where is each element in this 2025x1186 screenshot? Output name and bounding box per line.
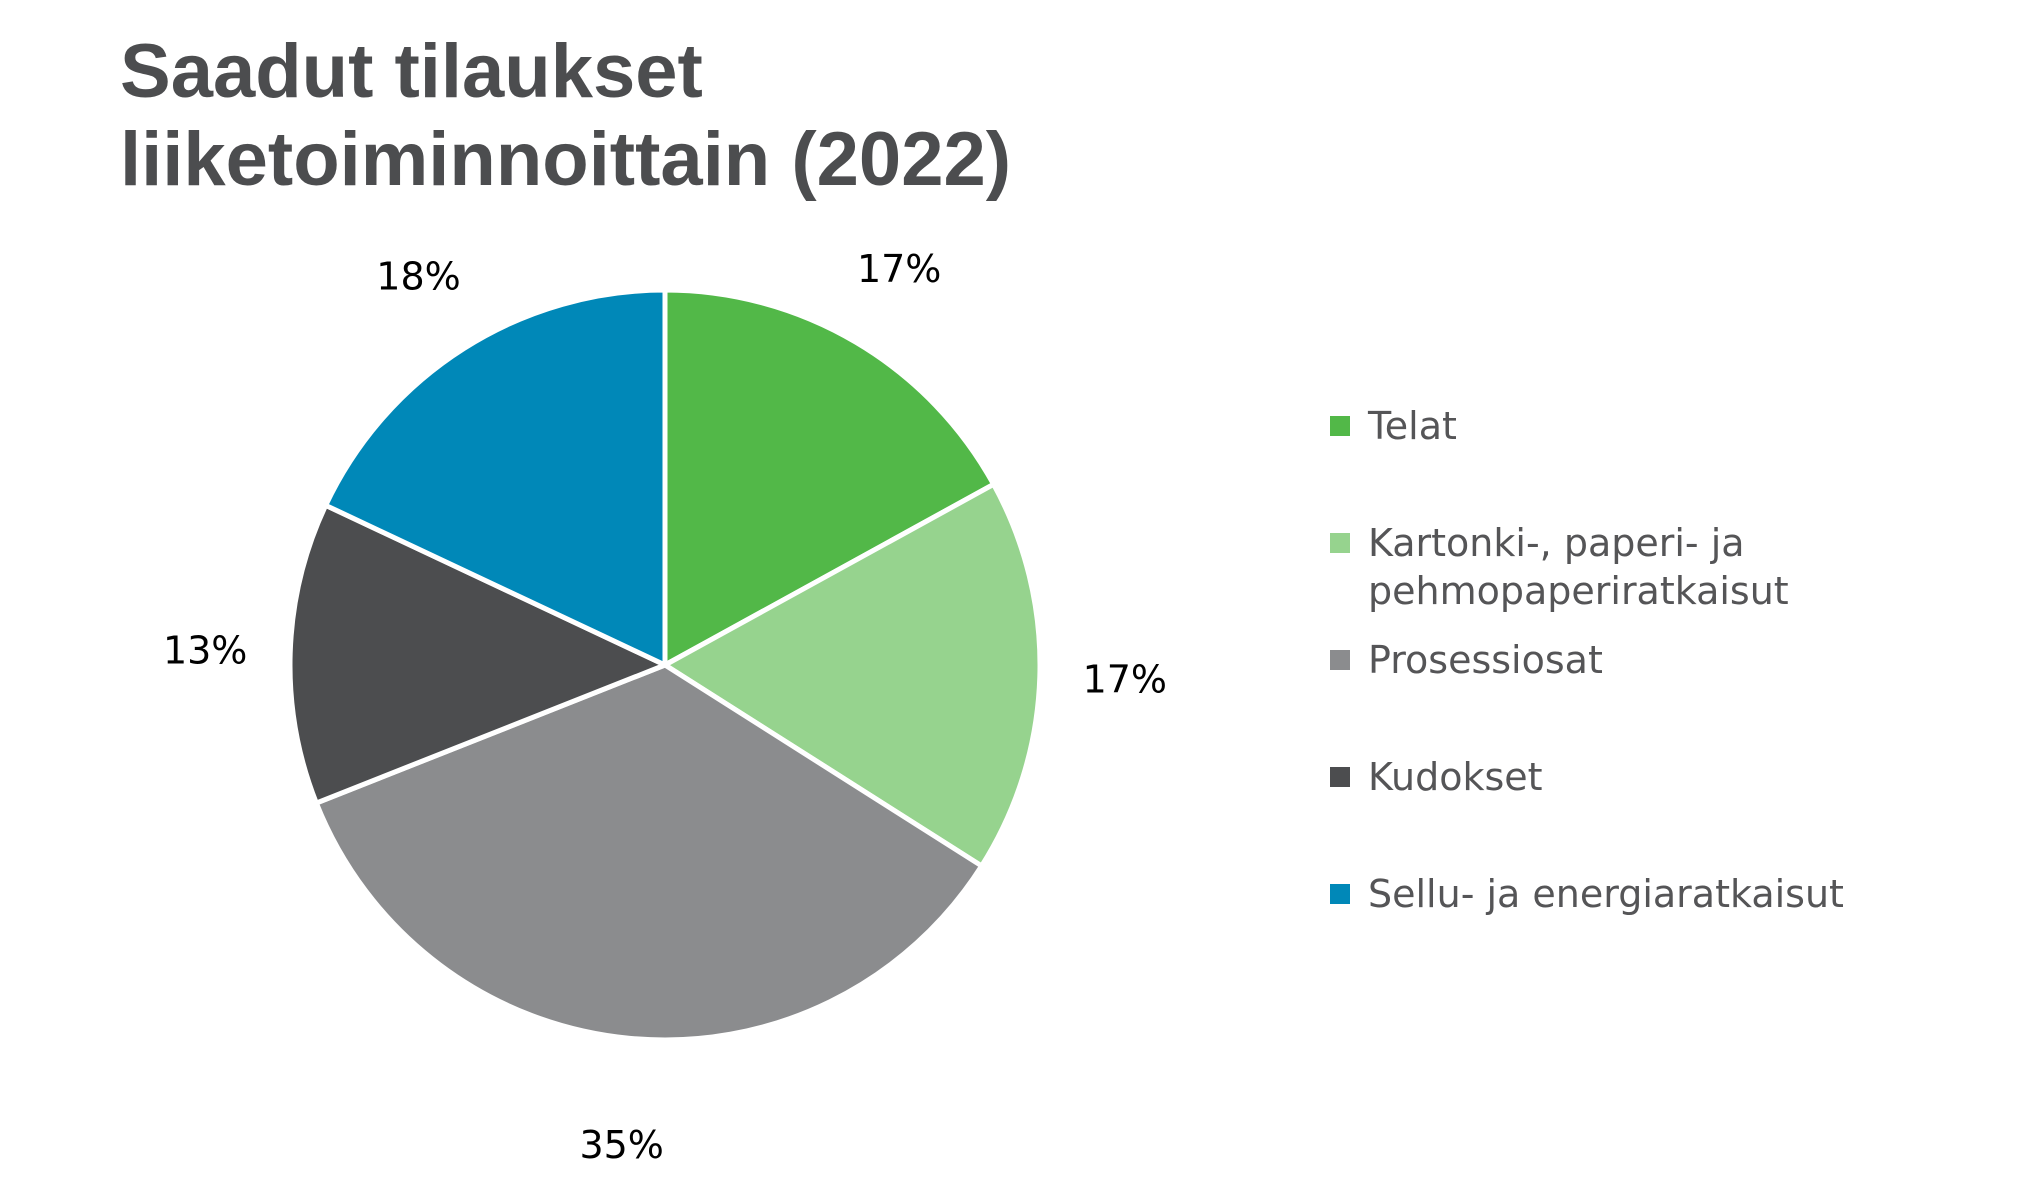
data-label-5: 18% (376, 255, 460, 299)
pie-slice-2 (662, 481, 1043, 869)
legend-label-1: Telat (1367, 404, 1457, 448)
data-labels: 17% 17% 35% 13% 18% (163, 247, 1167, 1167)
pie-slices (287, 287, 1043, 1043)
legend-swatch-3 (1330, 650, 1350, 670)
pie-slice-4 (287, 502, 668, 806)
legend-swatch-4 (1330, 767, 1350, 787)
chart-title-line-2: liiketoiminnoittain (2022) (120, 117, 1012, 202)
pie-slice-5 (323, 287, 668, 668)
legend: Telat Kartonki-, paperi- japehmopaperirat… (1330, 404, 1844, 916)
legend-swatch-5 (1330, 884, 1350, 904)
data-label-4: 13% (163, 629, 247, 673)
data-label-2: 17% (1083, 657, 1167, 701)
pie-slice-3 (313, 662, 985, 1043)
legend-swatch-2 (1330, 533, 1350, 553)
legend-swatch-1 (1330, 416, 1350, 436)
legend-label-5: Sellu- ja energiaratkaisut (1368, 872, 1844, 916)
legend-label-2-line-1: Kartonki-, paperi- ja (1368, 521, 1745, 565)
chart-title: Saadut tilaukset liiketoiminnoittain (20… (120, 28, 1011, 204)
legend-label-2-line-2: pehmopaperiratkaisut (1368, 569, 1789, 613)
legend-label-4: Kudokset (1368, 755, 1543, 799)
data-label-3: 35% (579, 1123, 663, 1167)
data-label-1: 17% (857, 247, 941, 291)
pie-slice-1 (662, 287, 997, 668)
legend-label-3: Prosessiosat (1368, 638, 1603, 682)
chart-title-line-1: Saadut tilaukset (120, 29, 703, 114)
